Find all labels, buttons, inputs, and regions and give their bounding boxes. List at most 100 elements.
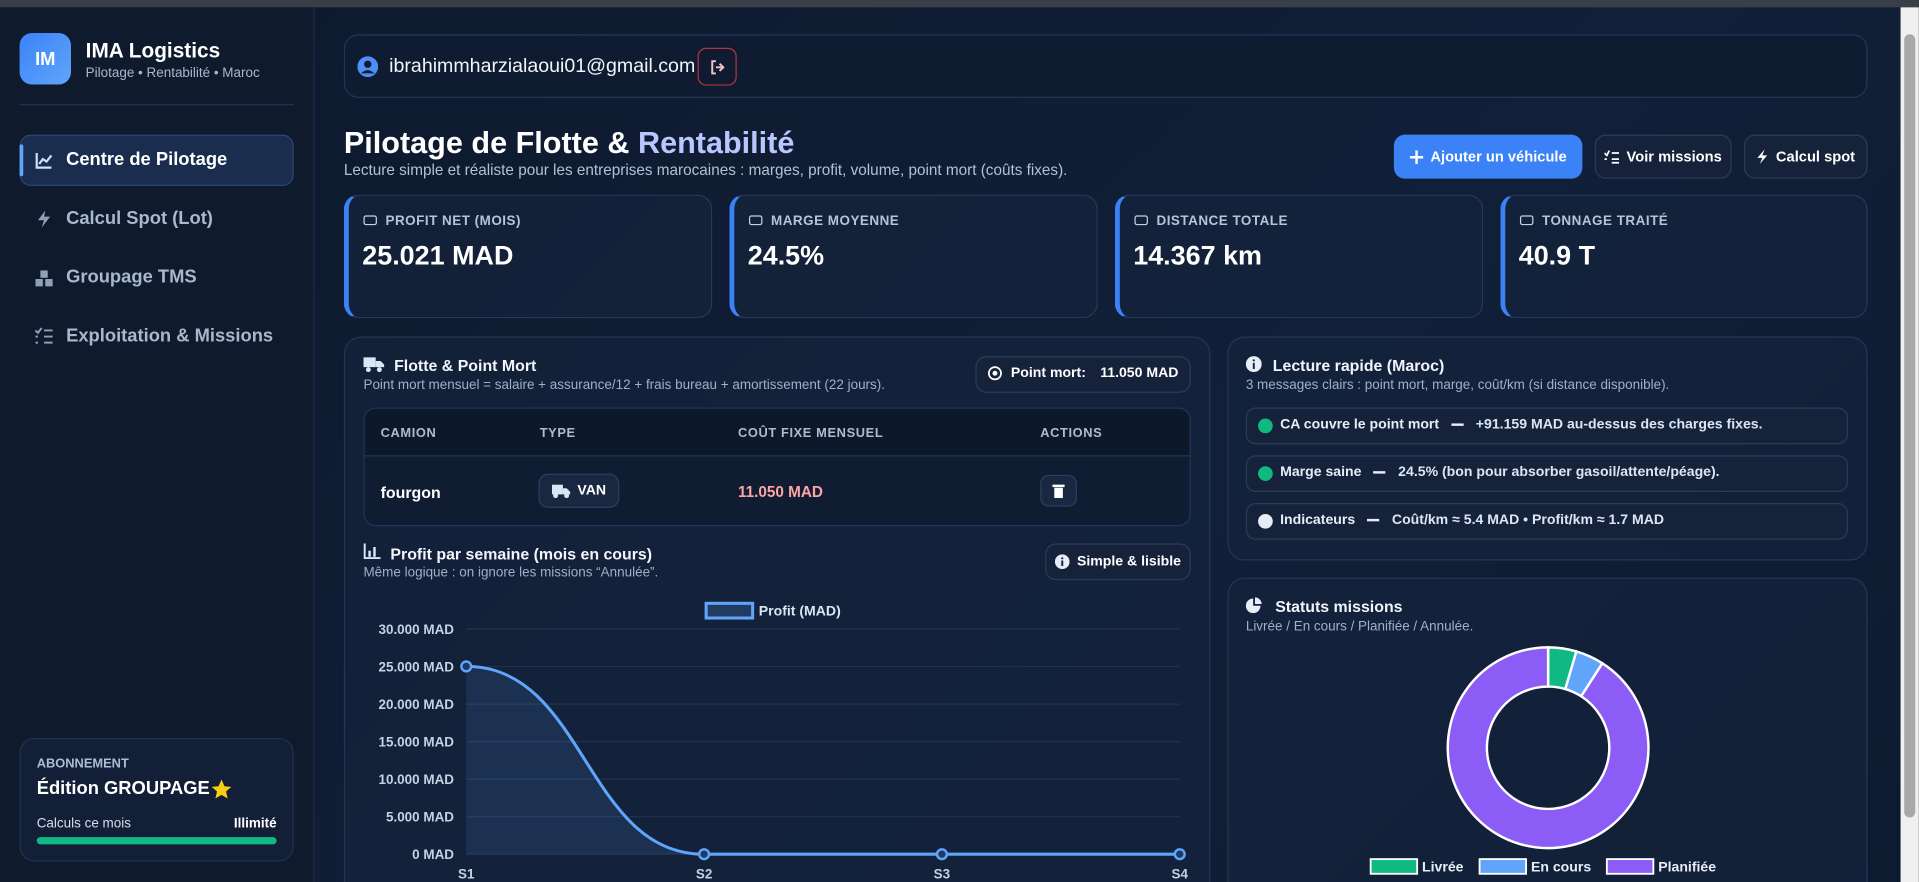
browser-bar xyxy=(0,0,1919,8)
truck-name: fourgon xyxy=(380,483,441,502)
page-subtitle: Lecture simple et réaliste pour les entr… xyxy=(343,161,1068,179)
x-tick-label: S3 xyxy=(934,867,950,882)
insight-icon xyxy=(1258,418,1273,434)
kpi-icon xyxy=(363,215,377,226)
nav-item[interactable]: Exploitation & Missions xyxy=(66,325,274,347)
nav-icon xyxy=(35,270,53,287)
separator-dash xyxy=(1451,423,1464,426)
star-icon xyxy=(211,779,232,799)
fleet-title: Flotte & Point Mort xyxy=(394,356,537,375)
insight-row xyxy=(1245,407,1848,445)
insights-title: Lecture rapide (Maroc) xyxy=(1272,356,1445,375)
nav-item[interactable]: Centre de Pilotage xyxy=(66,149,228,171)
button-label: Voir missions xyxy=(1626,148,1722,166)
type-chip: VAN xyxy=(538,473,620,508)
insights-subtitle: 3 messages clairs : point mort, marge, c… xyxy=(1245,378,1670,393)
tagline: Pilotage • Rentabilité • Maroc xyxy=(85,66,260,81)
chart-subtitle: Même logique : on ignore les missions “A… xyxy=(363,565,659,581)
column-header: ACTIONS xyxy=(1040,425,1103,441)
kpi-card xyxy=(1114,194,1484,319)
fixed-cost: 11.050 MAD xyxy=(737,483,823,501)
nav-indicator xyxy=(19,144,24,177)
legend-label: Planifiée xyxy=(1658,858,1716,874)
insight-text: Indicateurs Coût/km ≈ 5.4 MAD • Profit/km… xyxy=(1280,513,1664,528)
missions-button[interactable]: Voir missions xyxy=(1594,134,1732,179)
table-header xyxy=(364,408,1190,457)
point xyxy=(460,660,473,673)
legend-swatch xyxy=(704,601,755,620)
plan-name: Édition GROUPAGE xyxy=(36,778,210,800)
column-header: COÛT FIXE MENSUEL xyxy=(737,425,884,441)
title-highlight: Rentabilité xyxy=(637,126,795,161)
y-tick-label: 10.000 MAD xyxy=(378,772,454,787)
kpi-label: MARGE MOYENNE xyxy=(770,214,900,229)
brand: IMA Logistics xyxy=(85,39,221,63)
point xyxy=(1173,848,1186,861)
insight-icon xyxy=(1258,513,1273,529)
kpi-value: 25.021 MAD xyxy=(362,239,514,271)
separator-dash xyxy=(1367,518,1380,522)
kpi-label: TONNAGE TRAITÉ xyxy=(1541,214,1669,229)
scrollbar-thumb xyxy=(1904,34,1916,818)
legend-label: Livrée xyxy=(1422,858,1464,874)
van-icon xyxy=(551,484,571,498)
y-tick-label: 0 MAD xyxy=(412,847,454,862)
legend-swatch xyxy=(1478,858,1527,875)
status-title: Statuts missions xyxy=(1275,597,1403,616)
kpi-icon xyxy=(748,215,763,226)
user-icon xyxy=(357,56,379,78)
nav-icon xyxy=(37,210,51,228)
column-header: TYPE xyxy=(539,425,576,441)
nav-item[interactable]: Calcul Spot (Lot) xyxy=(66,208,213,229)
legend-swatch xyxy=(1369,858,1419,875)
insight-row xyxy=(1245,455,1848,492)
insight-text: Marge saine 24.5% (bon pour absorber gaso… xyxy=(1280,465,1719,480)
chart-title: Profit par semaine (mois en cours) xyxy=(390,544,653,563)
spot-button[interactable]: Calcul spot xyxy=(1743,134,1868,179)
bolt-icon xyxy=(1757,149,1768,164)
info-icon xyxy=(1054,554,1070,570)
insight-label: Marge saine xyxy=(1280,465,1362,480)
plus-icon xyxy=(1409,149,1424,164)
status-panel xyxy=(1227,577,1868,882)
kpi-label: DISTANCE TOTALE xyxy=(1156,214,1288,229)
kpi-label: PROFIT NET (MOIS) xyxy=(385,214,521,229)
point xyxy=(697,848,711,861)
legend-label: Profit (MAD) xyxy=(759,603,841,619)
button-label: Calcul spot xyxy=(1775,148,1856,166)
insight-icon xyxy=(1258,466,1273,481)
add-vehicle-button[interactable]: Ajouter un véhicule xyxy=(1393,134,1583,179)
info-icon xyxy=(1245,356,1262,373)
separator-dash xyxy=(1373,471,1386,474)
page-title: Pilotage de Flotte & Rentabilité xyxy=(344,126,794,161)
status-subtitle: Livrée / En cours / Planifiée / Annulée. xyxy=(1245,619,1474,634)
kpi-card xyxy=(343,194,713,319)
y-tick-label: 25.000 MAD xyxy=(378,659,454,674)
nav-item[interactable]: Groupage TMS xyxy=(66,266,197,288)
x-tick-label: S2 xyxy=(696,867,712,882)
usage-value: Illimité xyxy=(233,816,277,831)
y-tick-label: 5.000 MAD xyxy=(386,810,454,825)
y-tick-label: 30.000 MAD xyxy=(378,622,454,637)
legend-label: En cours xyxy=(1531,858,1591,874)
logout-icon xyxy=(711,59,725,74)
target-icon xyxy=(987,366,1002,381)
badge-text: Simple & lisible xyxy=(1076,554,1181,570)
insight-detail: +91.159 MAD au-dessus des charges fixes. xyxy=(1475,417,1763,433)
nav-active[interactable] xyxy=(19,134,294,187)
kpi-value: 14.367 km xyxy=(1133,239,1262,271)
pie-slice xyxy=(1446,646,1650,850)
nav-icon xyxy=(35,152,53,169)
logout-button[interactable] xyxy=(697,47,737,86)
kpi-icon xyxy=(1519,215,1534,226)
delete-button[interactable] xyxy=(1040,474,1077,507)
x-tick-label: S4 xyxy=(1172,867,1189,882)
separator xyxy=(19,104,294,106)
usage-label: Calculs ce mois xyxy=(36,816,131,831)
kpi-card xyxy=(729,194,1098,319)
plan-label: ABONNEMENT xyxy=(36,756,129,771)
nav-icon xyxy=(34,327,53,344)
topbar xyxy=(343,34,1868,98)
usage-bar xyxy=(36,837,277,845)
kpi-value: 40.9 T xyxy=(1518,239,1596,271)
